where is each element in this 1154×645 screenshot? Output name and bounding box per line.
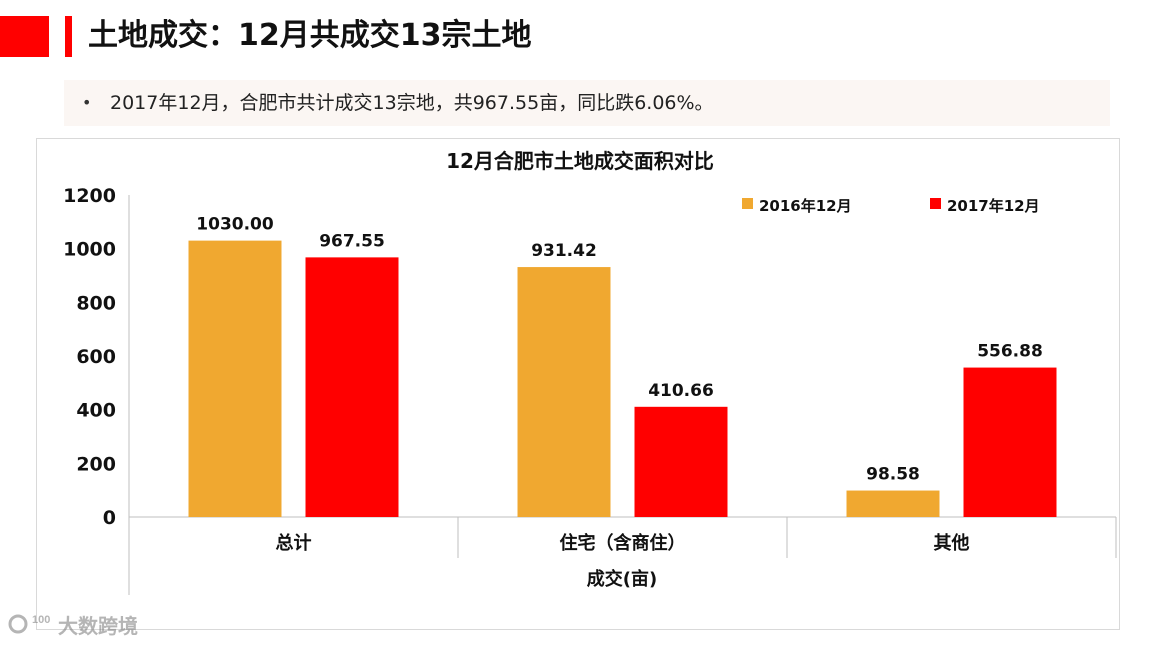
summary-box: • 2017年12月，合肥市共计成交13宗地，共967.55亩，同比跌6.06%…	[64, 80, 1110, 126]
header-red-block	[0, 16, 49, 57]
legend-label: 2017年12月	[947, 197, 1040, 215]
legend-swatch	[742, 198, 753, 209]
x-tick-label: 总计	[276, 532, 312, 554]
y-tick-label: 200	[76, 453, 116, 475]
x-tick-label: 其他	[934, 532, 970, 554]
x-tick-label: 住宅（含商住）	[560, 532, 686, 554]
data-label: 931.42	[531, 241, 597, 261]
bar-series-2017	[634, 406, 728, 517]
watermark-logo-text: 100	[32, 614, 50, 626]
x-axis-title: 成交(亩)	[587, 568, 657, 590]
legend-label: 2016年12月	[759, 197, 852, 215]
data-label: 410.66	[648, 381, 714, 401]
data-label: 98.58	[866, 465, 920, 485]
bar-series-2017	[305, 257, 399, 517]
y-tick-label: 0	[103, 507, 116, 529]
bar-series-2016	[188, 240, 282, 517]
bar-series-2016	[517, 267, 611, 517]
chart-title: 12月合肥市土地成交面积对比	[446, 149, 714, 173]
y-tick-label: 1000	[63, 239, 116, 261]
y-tick-label: 800	[76, 292, 116, 314]
data-label: 967.55	[319, 231, 385, 251]
bar-series-2017	[963, 367, 1057, 517]
y-tick-label: 400	[76, 400, 116, 422]
bar-series-2016	[846, 490, 940, 517]
data-label: 556.88	[977, 342, 1043, 362]
watermark: 100 大数跨境	[8, 606, 138, 642]
y-tick-label: 1200	[63, 185, 116, 207]
data-label: 1030.00	[196, 215, 274, 235]
y-tick-label: 600	[76, 346, 116, 368]
legend-swatch	[930, 198, 941, 209]
page-title: 土地成交：12月共成交13宗土地	[88, 18, 532, 53]
summary-text: 2017年12月，合肥市共计成交13宗地，共967.55亩，同比跌6.06%。	[110, 92, 714, 114]
bullet-icon: •	[82, 93, 92, 112]
watermark-text: 大数跨境	[58, 613, 138, 638]
header-red-bar	[65, 16, 72, 57]
watermark-logo-icon: 100	[8, 614, 50, 634]
